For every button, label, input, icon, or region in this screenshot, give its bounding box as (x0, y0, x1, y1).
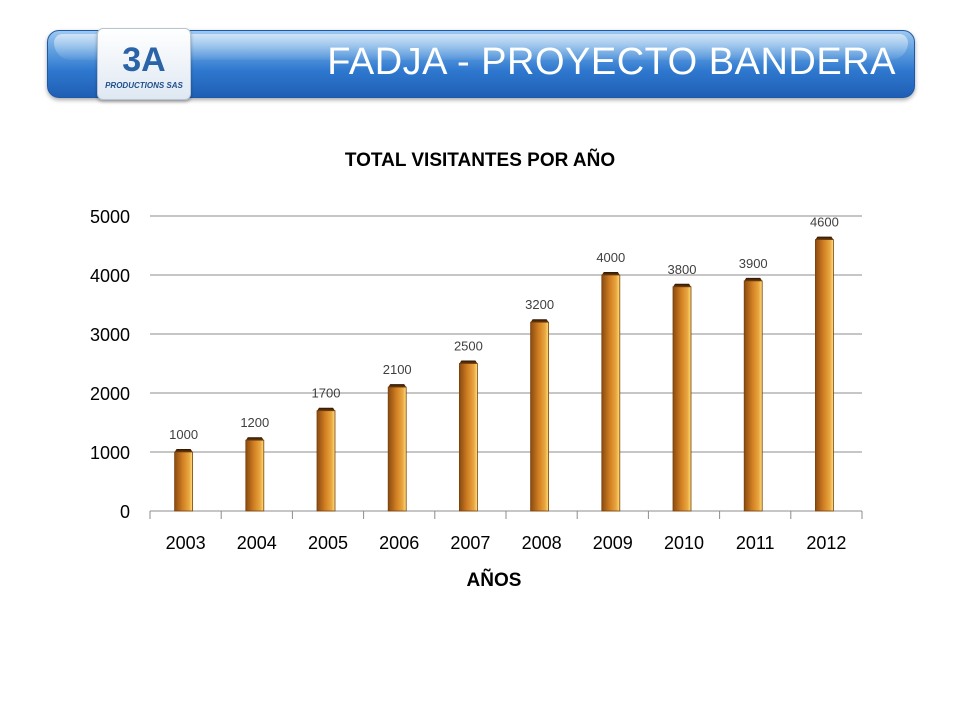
x-tick-label: 2005 (308, 533, 348, 553)
bar-cap (601, 272, 620, 275)
data-label: 4600 (810, 215, 839, 230)
bar (815, 239, 834, 512)
logo-text: PRODUCTIONS SAS (105, 81, 183, 90)
bar (743, 280, 763, 512)
data-label: 4000 (596, 250, 625, 265)
bar-cap (388, 384, 407, 388)
bar (530, 321, 549, 512)
y-tick-label: 5000 (90, 207, 130, 227)
y-tick-label: 1000 (90, 443, 130, 463)
y-tick-label: 0 (120, 502, 130, 522)
bar-cap (744, 277, 763, 281)
data-label: 2500 (454, 339, 483, 354)
gridlines (149, 215, 863, 519)
data-label: 1200 (240, 415, 269, 430)
bar-2011 (743, 277, 763, 512)
banner-shine (54, 34, 908, 60)
bar-cap (174, 449, 193, 452)
x-tick-label: 2008 (522, 533, 562, 553)
company-logo: 3A PRODUCTIONS SAS (97, 28, 191, 100)
bar (601, 274, 621, 512)
x-tick-label: 2007 (450, 533, 490, 553)
data-label: 3900 (739, 256, 768, 271)
bar (672, 286, 692, 512)
bar-cap (245, 437, 264, 441)
x-tick-label: 2006 (379, 533, 419, 553)
y-tick-label: 3000 (90, 325, 130, 345)
y-tick-label: 2000 (90, 384, 130, 404)
x-tick-label: 2004 (237, 533, 277, 553)
bar-2003 (174, 449, 194, 512)
bar-cap (459, 360, 478, 364)
y-axis-ticks: 0 1000 2000 3000 4000 5000 (90, 207, 130, 522)
chart-title: TOTAL VISITANTES POR AÑO (344, 150, 616, 171)
data-label: 2100 (383, 362, 412, 377)
bar-cap (530, 319, 549, 323)
x-axis-label: AÑOS (466, 570, 522, 591)
page-title: FADJA - PROYECTO BANDERA (327, 41, 896, 83)
bar-2010 (672, 283, 692, 512)
data-label: 1000 (169, 427, 198, 442)
bar (458, 363, 478, 512)
bar-2004 (245, 437, 265, 512)
bar-2012 (815, 236, 834, 512)
bar (316, 410, 336, 512)
svg-text:3A: 3A (122, 41, 165, 77)
bars (174, 236, 834, 512)
bar (174, 451, 194, 512)
bar (245, 439, 265, 512)
x-tick-label: 2011 (736, 533, 775, 553)
bar-cap (317, 407, 335, 411)
x-tick-label: 2009 (593, 533, 633, 553)
x-axis-ticks: 2003 2004 2005 2006 2007 2008 2009 2010 2011 2012 (166, 533, 847, 553)
x-tick-label: 2003 (166, 533, 206, 553)
x-tick-label: 2010 (664, 533, 704, 553)
data-labels: 1000 1200 1700 2100 2500 3200 4000 3800 3900 4600 (169, 215, 839, 442)
data-label: 3800 (668, 262, 697, 277)
logo-mark-icon: 3A (122, 41, 165, 77)
x-tick-label: 2012 (806, 533, 846, 553)
data-label: 1700 (312, 386, 341, 401)
bar-cap (673, 283, 691, 287)
header-banner: FADJA - PROYECTO BANDERA (47, 30, 915, 98)
bar (387, 386, 407, 512)
y-tick-label: 4000 (90, 266, 130, 286)
bar-2005 (316, 407, 336, 512)
bar-2008 (530, 319, 549, 512)
bar-2007 (458, 360, 478, 512)
data-label: 3200 (525, 297, 554, 312)
bar-2009 (601, 272, 621, 512)
bar-cap (815, 236, 834, 240)
bar-2006 (387, 384, 407, 512)
